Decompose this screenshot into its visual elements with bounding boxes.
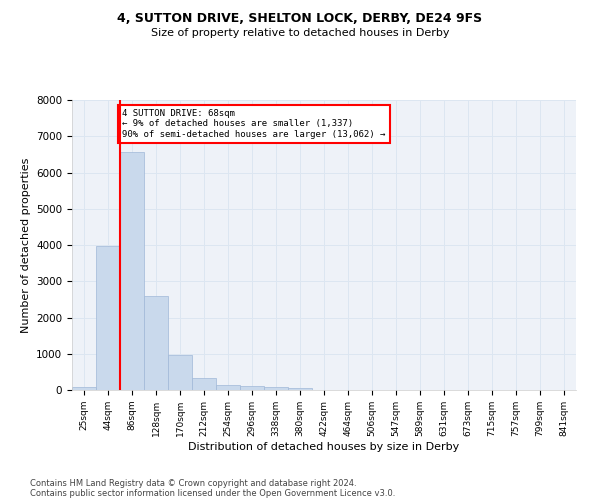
- Text: Size of property relative to detached houses in Derby: Size of property relative to detached ho…: [151, 28, 449, 38]
- Text: 4 SUTTON DRIVE: 68sqm
← 9% of detached houses are smaller (1,337)
90% of semi-de: 4 SUTTON DRIVE: 68sqm ← 9% of detached h…: [122, 109, 386, 139]
- Bar: [288, 388, 312, 390]
- X-axis label: Distribution of detached houses by size in Derby: Distribution of detached houses by size …: [188, 442, 460, 452]
- Bar: [72, 387, 96, 390]
- Bar: [168, 355, 192, 390]
- Bar: [192, 378, 216, 390]
- Text: Contains HM Land Registry data © Crown copyright and database right 2024.: Contains HM Land Registry data © Crown c…: [30, 478, 356, 488]
- Bar: [240, 386, 264, 390]
- Text: 4, SUTTON DRIVE, SHELTON LOCK, DERBY, DE24 9FS: 4, SUTTON DRIVE, SHELTON LOCK, DERBY, DE…: [118, 12, 482, 26]
- Bar: [216, 385, 240, 390]
- Text: Contains public sector information licensed under the Open Government Licence v3: Contains public sector information licen…: [30, 488, 395, 498]
- Y-axis label: Number of detached properties: Number of detached properties: [20, 158, 31, 332]
- Bar: [96, 246, 120, 390]
- Bar: [144, 296, 168, 390]
- Bar: [120, 152, 144, 390]
- Bar: [264, 388, 288, 390]
